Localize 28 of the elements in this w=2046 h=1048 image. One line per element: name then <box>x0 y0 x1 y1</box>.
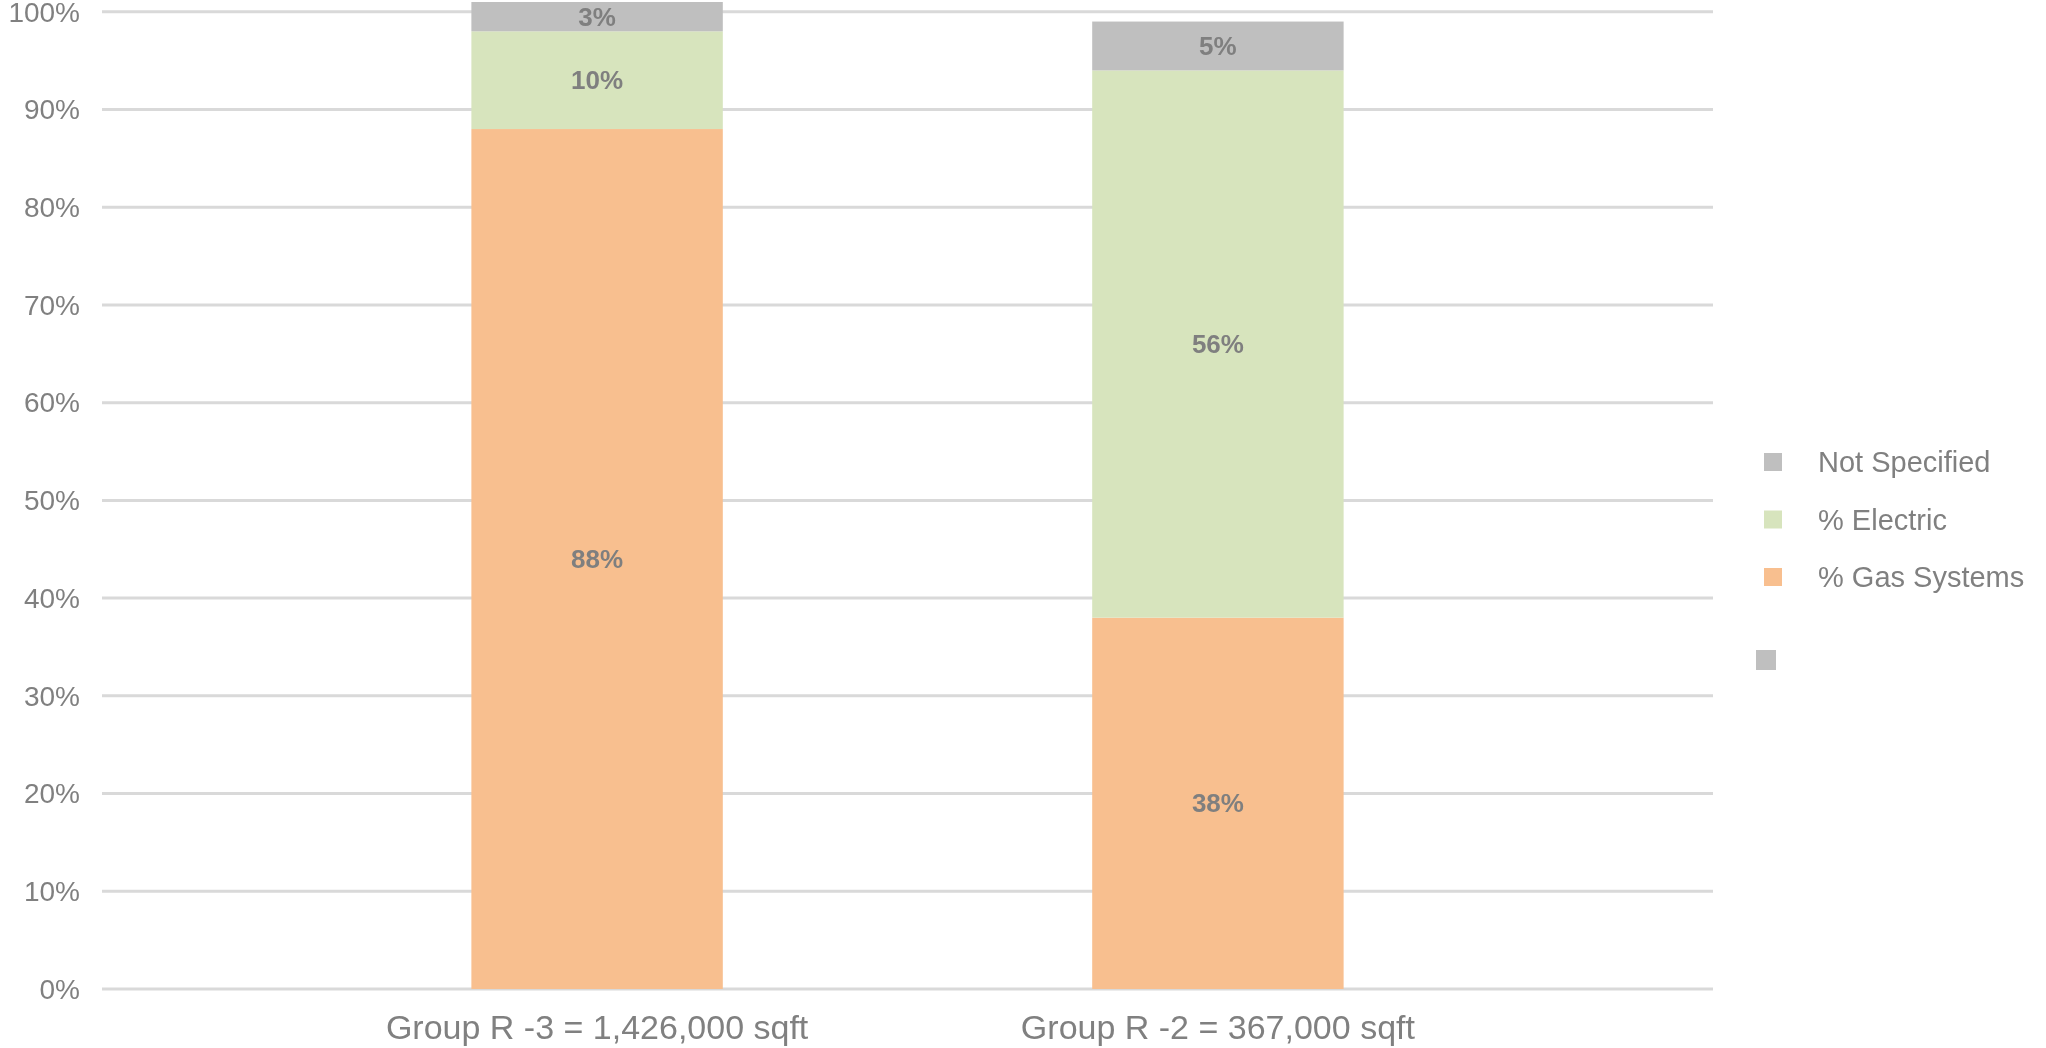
y-tick-label: 60% <box>23 387 80 419</box>
x-tick-label: Group R -3 = 1,426,000 sqft <box>385 1007 809 1046</box>
y-tick-label: 100% <box>8 0 80 28</box>
data-label: 38% <box>1191 788 1244 819</box>
y-tick-label: 0% <box>39 973 80 1005</box>
y-tick-label: 50% <box>23 485 80 517</box>
data-label: 5% <box>1199 31 1237 62</box>
data-label: 10% <box>571 65 624 96</box>
bar <box>471 2 723 32</box>
y-tick-label: 80% <box>23 192 80 224</box>
y-tick-label: 30% <box>23 680 80 712</box>
legend-label: % Gas Systems <box>1818 561 2025 594</box>
bar <box>1092 70 1344 618</box>
bar <box>1092 21 1344 71</box>
y-tick-label: 20% <box>23 778 80 810</box>
y-tick-label: 10% <box>23 876 80 908</box>
x-tick-label: Group R -2 = 367,000 sqft <box>1020 1007 1416 1046</box>
bar <box>1092 617 1344 989</box>
data-label: 3% <box>578 1 616 32</box>
bar <box>471 31 723 130</box>
bar <box>471 129 723 989</box>
y-tick-label: 90% <box>23 94 80 126</box>
y-tick-label: 70% <box>23 289 80 321</box>
legend-label: % Electric <box>1818 503 1947 536</box>
y-tick-label: 40% <box>23 582 80 614</box>
legend-label: Not Specified <box>1818 446 1991 479</box>
data-label: 88% <box>571 544 624 575</box>
data-label: 56% <box>1191 329 1244 360</box>
